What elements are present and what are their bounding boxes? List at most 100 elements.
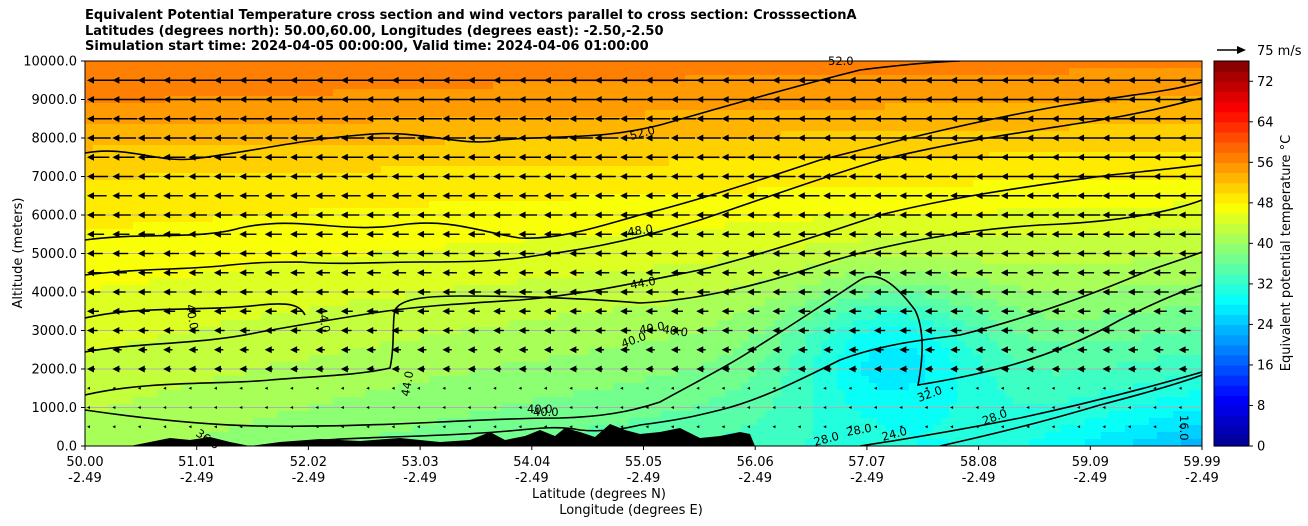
- field-cell: [765, 383, 774, 391]
- field-cell: [421, 320, 430, 328]
- field-cell: [781, 110, 790, 118]
- field-cell: [669, 341, 678, 349]
- field-cell: [621, 341, 630, 349]
- field-cell: [437, 257, 446, 265]
- field-cell: [493, 411, 502, 419]
- field-cell: [389, 61, 398, 69]
- field-cell: [165, 376, 174, 384]
- field-cell: [733, 82, 742, 90]
- field-cell: [541, 425, 550, 433]
- field-cell: [637, 397, 646, 405]
- field-cell: [309, 271, 318, 279]
- plot-area: [85, 61, 1202, 446]
- field-cell: [157, 61, 166, 69]
- field-cell: [341, 411, 350, 419]
- field-cell: [461, 383, 470, 391]
- field-cell: [301, 376, 310, 384]
- field-cell: [269, 89, 278, 97]
- field-cell: [325, 243, 334, 251]
- field-cell: [541, 222, 550, 230]
- field-cell: [469, 418, 478, 426]
- field-cell: [637, 68, 646, 76]
- field-cell: [309, 103, 318, 111]
- field-cell: [669, 236, 678, 244]
- field-cell: [709, 362, 718, 370]
- field-cell: [181, 369, 190, 377]
- field-cell: [285, 299, 294, 307]
- field-cell: [493, 334, 502, 342]
- field-cell: [101, 257, 110, 265]
- field-cell: [533, 348, 542, 356]
- field-cell: [509, 138, 518, 146]
- field-cell: [365, 418, 374, 426]
- field-cell: [237, 208, 246, 216]
- field-cell: [325, 131, 334, 139]
- field-cell: [453, 187, 462, 195]
- field-cell: [805, 257, 814, 265]
- field-cell: [509, 383, 518, 391]
- field-cell: [253, 138, 262, 146]
- field-cell: [173, 320, 182, 328]
- field-cell: [149, 271, 158, 279]
- field-cell: [165, 110, 174, 118]
- field-cell: [669, 89, 678, 97]
- field-cell: [477, 187, 486, 195]
- field-cell: [709, 68, 718, 76]
- field-cell: [509, 425, 518, 433]
- field-cell: [309, 299, 318, 307]
- field-cell: [733, 348, 742, 356]
- field-cell: [277, 313, 286, 321]
- field-cell: [741, 425, 750, 433]
- field-cell: [565, 187, 574, 195]
- field-cell: [533, 124, 542, 132]
- field-cell: [165, 201, 174, 209]
- field-cell: [621, 208, 630, 216]
- field-cell: [509, 131, 518, 139]
- field-cell: [93, 82, 102, 90]
- field-cell: [317, 355, 326, 363]
- field-cell: [341, 383, 350, 391]
- field-cell: [477, 278, 486, 286]
- field-cell: [477, 264, 486, 272]
- field-cell: [765, 117, 774, 125]
- field-cell: [517, 229, 526, 237]
- field-cell: [429, 152, 438, 160]
- field-cell: [493, 61, 502, 69]
- field-cell: [629, 425, 638, 433]
- field-cell: [709, 103, 718, 111]
- field-cell: [461, 187, 470, 195]
- field-cell: [557, 299, 566, 307]
- field-cell: [549, 194, 558, 202]
- field-cell: [277, 117, 286, 125]
- field-cell: [597, 264, 606, 272]
- field-cell: [637, 145, 646, 153]
- field-cell: [205, 68, 214, 76]
- field-cell: [133, 131, 142, 139]
- field-cell: [285, 61, 294, 69]
- field-cell: [373, 299, 382, 307]
- field-cell: [693, 362, 702, 370]
- field-cell: [293, 82, 302, 90]
- field-cell: [381, 131, 390, 139]
- field-cell: [389, 376, 398, 384]
- field-cell: [389, 180, 398, 188]
- field-cell: [357, 68, 366, 76]
- field-cell: [421, 390, 430, 398]
- field-cell: [629, 89, 638, 97]
- field-cell: [93, 390, 102, 398]
- field-cell: [373, 264, 382, 272]
- field-cell: [197, 103, 206, 111]
- field-cell: [805, 306, 814, 314]
- field-cell: [117, 222, 126, 230]
- field-cell: [197, 278, 206, 286]
- field-cell: [133, 243, 142, 251]
- field-cell: [437, 271, 446, 279]
- field-cell: [725, 425, 734, 433]
- field-cell: [709, 264, 718, 272]
- field-cell: [261, 194, 270, 202]
- field-cell: [261, 425, 270, 433]
- field-cell: [589, 166, 598, 174]
- field-cell: [509, 355, 518, 363]
- field-cell: [477, 320, 486, 328]
- field-cell: [461, 61, 470, 69]
